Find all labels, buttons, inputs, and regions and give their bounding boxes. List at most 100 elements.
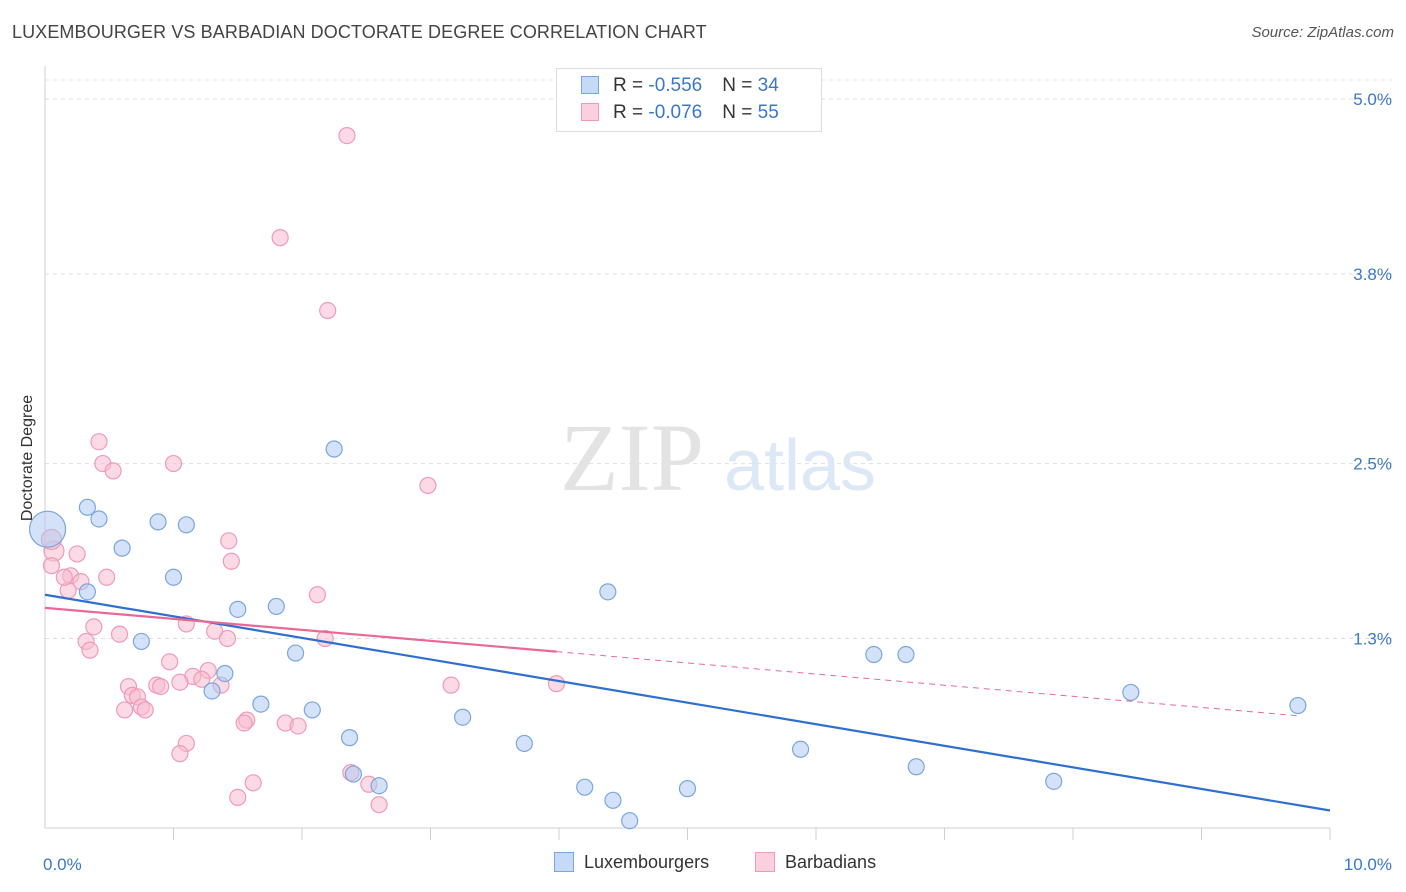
barbadian-point — [193, 670, 211, 688]
barbadian-point — [161, 653, 179, 671]
barbadian-point — [289, 717, 307, 735]
legend-r-value: -0.076 — [648, 102, 703, 123]
luxembourger-point — [1289, 696, 1307, 715]
barbadian-point — [338, 126, 356, 145]
barbadian-point — [152, 678, 170, 696]
barbadian-point — [271, 229, 289, 247]
x-tick-label: 0.0% — [43, 855, 82, 874]
y-tick-label: 2.5% — [1353, 455, 1392, 474]
luxembourgers-points — [28, 440, 1307, 830]
barbadian-point — [68, 545, 86, 563]
grid-lines — [45, 79, 1392, 639]
luxembourgers-trendline — [44, 593, 1331, 812]
barbadian-point — [90, 433, 108, 451]
barbadian-point — [308, 586, 327, 604]
luxembourger-point — [325, 440, 343, 458]
luxembourger-point — [216, 664, 234, 683]
bottom-legend-label: Barbadians — [785, 852, 877, 872]
luxembourger-point — [286, 644, 305, 662]
luxembourger-point — [515, 734, 533, 753]
barbadian-point — [171, 745, 189, 763]
legend-r-value: -0.556 — [648, 75, 703, 96]
barbadian-point — [55, 568, 73, 586]
barbadian-point — [136, 701, 154, 719]
barbadian-point — [85, 618, 103, 636]
barbadian-point — [104, 462, 122, 480]
luxembourger-point — [370, 777, 388, 795]
legend-n-value: 55 — [757, 102, 779, 123]
legend-r-label: R = — [613, 102, 649, 123]
trendlines — [44, 593, 1331, 812]
luxembourger-point — [252, 695, 270, 713]
watermark-zip: ZIP — [560, 404, 704, 511]
y-tick-label: 5.0% — [1353, 90, 1392, 109]
watermark-atlas: atlas — [724, 426, 876, 506]
luxembourger-point — [454, 708, 472, 726]
bottom-legend-barbadians: Barbadians — [755, 852, 876, 873]
luxembourger-point — [229, 600, 247, 618]
luxembourger-point — [149, 513, 167, 531]
legend-n-value: 34 — [757, 75, 779, 96]
luxembourger-point — [132, 632, 150, 651]
barbadian-point — [171, 673, 189, 691]
barbadians-points — [40, 126, 566, 814]
watermark: ZIP atlas — [560, 404, 876, 511]
correlation-legend: R = -0.556 N = 34 R = -0.076 N = 55 — [556, 68, 822, 132]
legend-swatch-blue — [581, 76, 599, 94]
bottom-legend-swatch-pink — [755, 852, 775, 872]
barbadian-point — [220, 532, 238, 550]
source-credit: Source: ZipAtlas.com — [1251, 24, 1394, 41]
luxembourger-point — [1122, 683, 1140, 702]
legend-swatch-pink — [581, 103, 599, 121]
luxembourger-point — [340, 729, 359, 747]
luxembourger-point — [78, 583, 97, 601]
y-tick-label: 3.8% — [1353, 265, 1392, 284]
legend-r-label: R = — [613, 75, 649, 96]
axes — [44, 66, 1331, 840]
barbadian-point — [229, 788, 247, 806]
luxembourger-point — [604, 791, 622, 809]
luxembourger-point — [267, 597, 285, 616]
luxembourger-point — [164, 568, 183, 586]
luxembourger-point — [865, 645, 883, 664]
luxembourger-point — [90, 510, 108, 528]
luxembourger-point — [113, 539, 131, 557]
barbadian-point — [116, 701, 134, 719]
barbadian-point — [81, 641, 99, 659]
luxembourger-point — [897, 645, 915, 664]
barbadian-point — [235, 714, 253, 732]
legend-row-barbadians: R = -0.076 N = 55 — [581, 102, 779, 126]
barbadian-point — [164, 454, 183, 473]
luxembourger-point — [203, 682, 221, 700]
luxembourger-point — [78, 498, 97, 516]
barbadian-point — [319, 301, 337, 320]
bottom-legend-luxembourgers: Luxembourgers — [554, 852, 709, 873]
barbadian-point — [42, 557, 61, 575]
luxembourger-point — [177, 516, 195, 534]
luxembourger-point — [791, 740, 810, 758]
luxembourger-point — [344, 765, 362, 783]
legend-n-label: N = — [722, 102, 758, 123]
barbadian-point — [547, 675, 566, 693]
barbadian-point — [110, 625, 129, 643]
chart-title: LUXEMBOURGER VS BARBADIAN DOCTORATE DEGR… — [12, 22, 707, 42]
luxembourger-point — [678, 780, 697, 798]
barbadian-point — [98, 568, 116, 586]
x-tick-label: 10.0% — [1344, 855, 1392, 874]
barbadians-trendline — [556, 651, 1298, 717]
bottom-legend-swatch-blue — [554, 852, 574, 872]
legend-row-luxembourgers: R = -0.556 N = 34 — [581, 75, 779, 99]
y-tick-label: 1.3% — [1353, 630, 1392, 649]
barbadian-point — [222, 552, 240, 570]
luxembourger-point — [621, 812, 639, 830]
luxembourger-point — [28, 510, 67, 548]
luxembourger-point — [1045, 772, 1063, 790]
luxembourger-point — [576, 778, 594, 796]
barbadian-point — [370, 796, 388, 814]
luxembourger-point — [907, 758, 925, 776]
barbadian-point — [218, 629, 237, 648]
luxembourger-point — [303, 701, 321, 719]
barbadians-trendline — [44, 606, 557, 653]
barbadian-point — [442, 676, 460, 694]
